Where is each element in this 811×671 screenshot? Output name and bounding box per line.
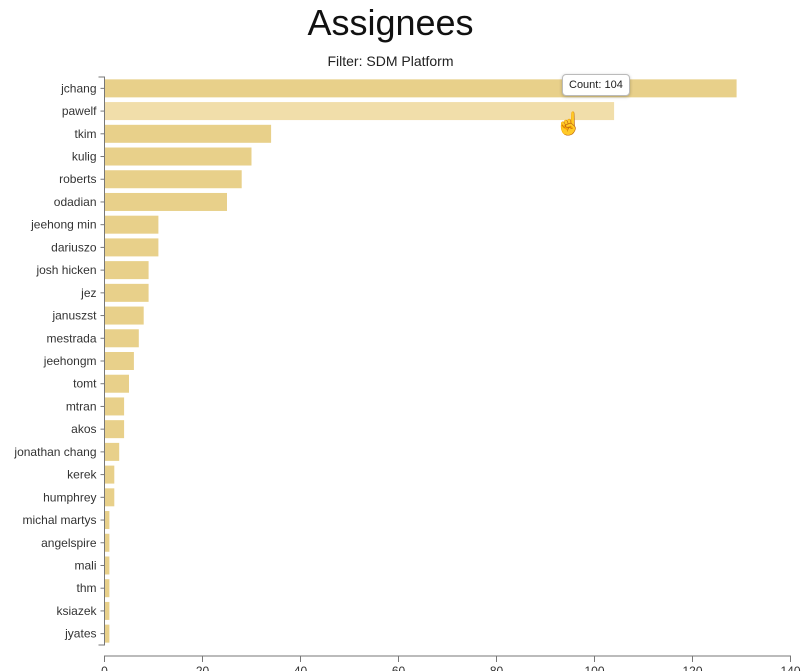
bar[interactable] — [105, 124, 272, 143]
bar[interactable] — [105, 442, 120, 461]
x-tick-label: 140 — [780, 664, 800, 671]
y-tick-label: michal martys — [22, 513, 96, 527]
x-tick-label: 40 — [294, 664, 308, 671]
y-tick-label: pawelf — [62, 104, 97, 118]
bar[interactable] — [105, 215, 159, 234]
bar[interactable] — [105, 192, 227, 211]
bar[interactable] — [105, 624, 110, 643]
y-tick-label: mestrada — [46, 331, 96, 345]
bar[interactable] — [105, 238, 159, 257]
bar[interactable] — [105, 261, 149, 280]
y-tick-label: jeehongm — [43, 354, 97, 368]
y-tick-label: jez — [80, 286, 96, 300]
y-tick-label: kulig — [72, 150, 97, 164]
chart-title: Assignees — [307, 2, 474, 43]
x-tick-label: 60 — [392, 664, 406, 671]
bar[interactable] — [105, 533, 110, 552]
bar[interactable] — [105, 79, 737, 98]
x-axis-line — [104, 655, 791, 662]
bar[interactable] — [105, 374, 129, 393]
y-tick-label: thm — [76, 581, 96, 595]
x-tick-label: 20 — [196, 664, 210, 671]
y-tick-label: mtran — [66, 399, 97, 413]
y-tick-label: jyates — [64, 627, 96, 641]
y-tick-label: odadian — [54, 195, 97, 209]
bar[interactable] — [105, 306, 144, 325]
bar[interactable] — [105, 352, 134, 370]
x-tick-label: 80 — [490, 664, 504, 671]
bar[interactable] — [105, 556, 110, 575]
y-tick-label: tkim — [75, 127, 97, 141]
y-tick-label: angelspire — [41, 536, 97, 550]
y-tick-label: januszst — [51, 309, 97, 323]
bar[interactable] — [105, 488, 115, 507]
y-tick-label: jeehong min — [30, 218, 96, 232]
y-tick-label: tomt — [73, 377, 97, 391]
bar-tooltip: Count: 104 — [562, 74, 630, 96]
y-tick-label: humphrey — [43, 490, 96, 504]
bar[interactable] — [105, 420, 125, 439]
y-tick-label: akos — [71, 422, 96, 436]
y-tick-label: jchang — [60, 81, 96, 95]
bar[interactable] — [105, 102, 615, 121]
bar[interactable] — [105, 511, 110, 530]
y-tick-label: roberts — [59, 172, 96, 186]
y-tick-label: mali — [74, 558, 96, 572]
y-tick-label: josh hicken — [35, 263, 96, 277]
x-tick-label: 120 — [682, 664, 702, 671]
bar[interactable] — [105, 170, 242, 189]
y-tick-label: jonathan chang — [13, 445, 96, 459]
bar[interactable] — [105, 397, 125, 416]
y-tick-label: ksiazek — [56, 604, 97, 618]
hand-pointer-icon: ☝ — [555, 111, 583, 136]
bar[interactable] — [105, 147, 252, 166]
chart-subtitle: Filter: SDM Platform — [327, 53, 454, 69]
y-tick-label: dariuszo — [51, 240, 97, 254]
bar[interactable] — [105, 601, 110, 620]
bar[interactable] — [105, 329, 139, 348]
bar[interactable] — [105, 465, 115, 484]
x-tick-label: 0 — [101, 664, 108, 671]
x-tick-label: 100 — [584, 664, 604, 671]
bar[interactable] — [105, 283, 149, 302]
y-tick-label: kerek — [67, 468, 97, 482]
bar[interactable] — [105, 579, 110, 598]
